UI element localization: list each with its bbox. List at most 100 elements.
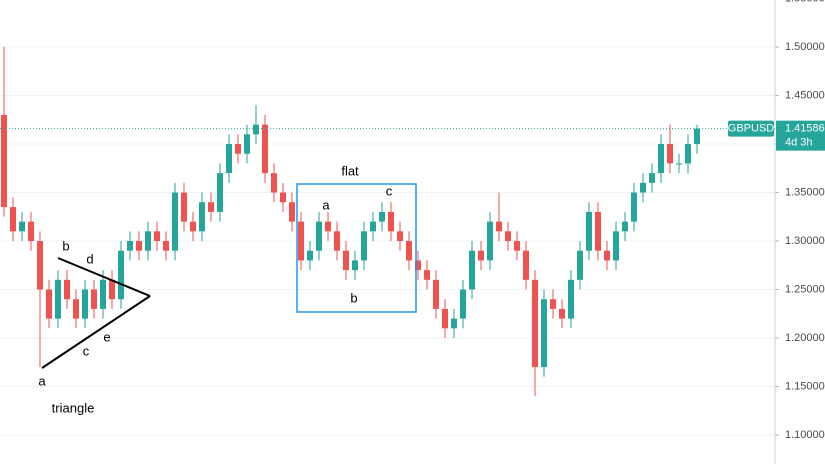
candle-body [586, 211, 592, 251]
candle-body [415, 260, 421, 271]
candle-body [658, 144, 664, 174]
candle-body [325, 221, 331, 232]
y-tick-label: 1.30000 [785, 235, 825, 247]
candle-body [136, 241, 142, 251]
candle-body [307, 250, 313, 261]
candle-body [487, 221, 493, 261]
y-tick-label: 1.50000 [785, 41, 825, 53]
candle-body [505, 231, 511, 242]
candle-body [442, 308, 448, 329]
last-price-label: 1.41586 [785, 123, 825, 135]
countdown-label: 4d 3h [785, 137, 813, 149]
candle-body [397, 231, 403, 242]
candle-body [280, 192, 286, 203]
price-axis: 1.10000 1.15000 1.20000 1.25000 1.30000 1.350… [775, 0, 825, 441]
candle-body [640, 182, 646, 193]
candle-body [379, 211, 385, 222]
candle-body [361, 231, 367, 261]
candle-body [460, 289, 466, 319]
candle-body [595, 211, 601, 251]
y-tick-label: 1.20000 [785, 332, 825, 344]
candle-body [667, 144, 673, 164]
candle-body [91, 289, 97, 309]
symbol-label: GBPUSD [728, 123, 775, 135]
candle-body [82, 289, 88, 319]
candle-body [253, 124, 259, 135]
candle-body [433, 279, 439, 309]
candle-body [343, 250, 349, 271]
candle-body [550, 299, 556, 309]
wave-label: c [386, 183, 393, 198]
candle-body [388, 211, 394, 232]
candle-body [334, 231, 340, 251]
candle-body [190, 221, 196, 232]
candle-body [154, 231, 160, 242]
wave-label: b [62, 238, 69, 253]
y-tick-label: 1.55000 [785, 0, 825, 4]
symbol-badge [728, 120, 774, 137]
flat-box [296, 183, 417, 313]
candle-body [19, 221, 25, 232]
candle-body [532, 279, 538, 368]
candle-body [676, 163, 682, 165]
candle-body [298, 221, 304, 261]
wave-label: e [103, 329, 110, 344]
candle-body [451, 318, 457, 329]
candle-body [613, 231, 619, 261]
candle-body [109, 279, 115, 300]
candle-body [514, 241, 520, 251]
candle-body [235, 144, 241, 154]
candle-body [316, 221, 322, 251]
candle-body [604, 250, 610, 261]
candle-body [622, 221, 628, 232]
candle-body [199, 202, 205, 232]
wave-label: b [350, 290, 357, 305]
candle-body [406, 241, 412, 261]
candle-body [631, 192, 637, 222]
candle-body [37, 241, 43, 290]
price-badge [776, 120, 825, 151]
candle-body [244, 134, 250, 154]
candles [1, 47, 700, 397]
triangle-lower-line [41, 295, 151, 369]
candle-body [262, 124, 268, 174]
candle-body [73, 299, 79, 319]
candle-body [469, 250, 475, 290]
y-tick-label: 1.15000 [785, 380, 825, 392]
candle-body [127, 241, 133, 251]
price-tag: GBPUSD 1.41586 4d 3h [0, 120, 825, 151]
candle-body [424, 270, 430, 280]
candle-body [478, 250, 484, 261]
wave-label: a [38, 373, 46, 388]
wave-label: c [83, 343, 90, 358]
triangle-upper-line [57, 257, 151, 297]
y-tick-label: 1.35000 [785, 186, 825, 198]
candle-body [523, 250, 529, 280]
candle-body [64, 279, 70, 300]
wave-label: d [86, 251, 93, 266]
candle-body [46, 289, 52, 319]
candle-body [145, 231, 151, 251]
candle-body [1, 114, 7, 208]
candle-body [100, 279, 106, 309]
candle-body [559, 308, 565, 319]
candle-body [208, 202, 214, 212]
pattern-label: triangle [52, 400, 95, 415]
candle-body [28, 221, 34, 242]
candle-body [181, 192, 187, 222]
candle-body [55, 279, 61, 319]
candle-body [649, 173, 655, 183]
candle-body [118, 250, 124, 300]
candle-body [694, 128, 700, 145]
candle-body [541, 299, 547, 368]
candle-body [163, 241, 169, 251]
drawings [41, 257, 151, 369]
candle-body [577, 250, 583, 280]
candle-body [172, 192, 178, 251]
candle-body [496, 221, 502, 232]
y-tick-label: 1.45000 [785, 89, 825, 101]
candle-body [685, 144, 691, 164]
y-tick-label: 1.10000 [785, 429, 825, 441]
